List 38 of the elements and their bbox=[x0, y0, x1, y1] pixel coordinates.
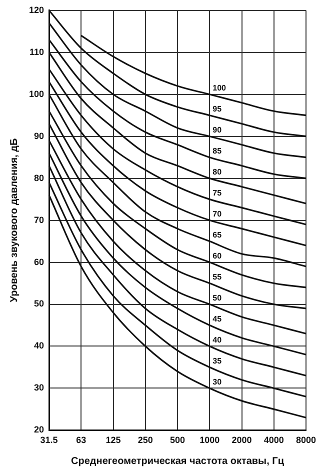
series-label: 50 bbox=[212, 293, 222, 302]
series-label: 75 bbox=[212, 188, 222, 198]
series-label: 80 bbox=[212, 168, 222, 177]
x-tick-label: 8000 bbox=[296, 435, 316, 446]
series-label: 85 bbox=[212, 146, 222, 156]
y-tick-label: 90 bbox=[34, 130, 44, 141]
series-label: 95 bbox=[212, 104, 222, 114]
y-tick-label: 70 bbox=[34, 214, 44, 225]
x-tick-label: 63 bbox=[76, 435, 86, 446]
x-tick-label: 1000 bbox=[200, 435, 220, 446]
series-label: 40 bbox=[212, 335, 222, 344]
x-axis-title: Среднегеометрическая частота октавы, Гц bbox=[71, 456, 285, 467]
y-tick-label: 110 bbox=[29, 46, 44, 57]
x-tick-label: 2000 bbox=[232, 435, 252, 446]
y-tick-label: 40 bbox=[34, 340, 44, 351]
series-label: 55 bbox=[212, 272, 222, 282]
series-label: 90 bbox=[212, 126, 222, 135]
y-tick-label: 50 bbox=[34, 298, 44, 309]
line-series bbox=[80, 34, 307, 116]
x-tick-label: 31.5 bbox=[40, 435, 58, 446]
series-label: 60 bbox=[212, 251, 222, 260]
y-tick-label: 30 bbox=[34, 382, 44, 393]
series-label: 100 bbox=[212, 84, 227, 93]
series-label: 70 bbox=[212, 210, 222, 219]
y-tick-label: 60 bbox=[34, 256, 44, 267]
y-axis-title: Уровень звукового давления, дБ bbox=[8, 138, 20, 302]
y-tick-label: 80 bbox=[34, 172, 44, 183]
y-tick-label: 20 bbox=[34, 424, 44, 435]
x-tick-label: 125 bbox=[106, 435, 121, 446]
series-label: 35 bbox=[212, 356, 222, 366]
x-tick-label: 4000 bbox=[264, 435, 284, 446]
y-tick-label: 100 bbox=[28, 88, 44, 99]
y-tick-label: 120 bbox=[28, 4, 44, 15]
x-tick-label: 250 bbox=[138, 435, 153, 446]
series-label: 30 bbox=[212, 377, 222, 386]
series-label: 65 bbox=[212, 230, 222, 240]
series-label: 45 bbox=[212, 314, 222, 324]
x-tick-label: 500 bbox=[170, 435, 186, 446]
